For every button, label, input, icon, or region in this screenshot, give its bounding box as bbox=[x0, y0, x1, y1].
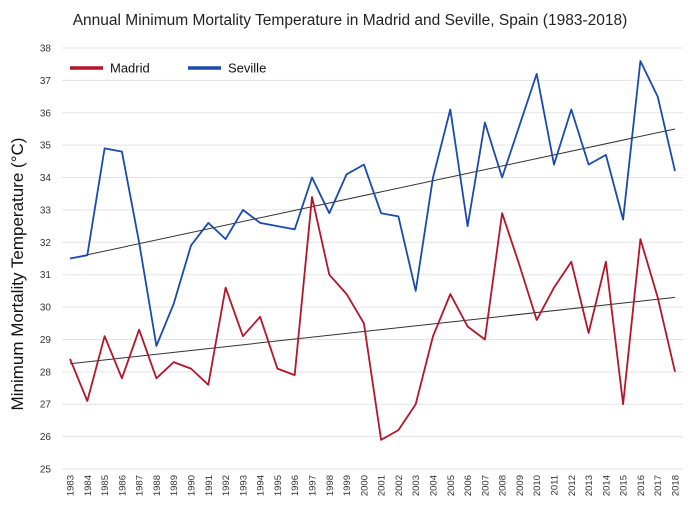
x-tick-label: 2000 bbox=[359, 475, 370, 496]
x-tick-label: 1985 bbox=[100, 475, 111, 496]
x-tick-label: 1987 bbox=[135, 475, 146, 496]
x-tick-label: 1999 bbox=[342, 475, 353, 496]
y-tick-label: 38 bbox=[40, 44, 52, 55]
y-tick-label: 33 bbox=[40, 205, 52, 216]
y-tick-label: 29 bbox=[40, 335, 52, 346]
x-tick-label: 1991 bbox=[204, 475, 215, 496]
trendlines bbox=[69, 128, 676, 365]
x-tick-labels: 1983 1984 1985 1986 1987 1988 1989 1990 1991 1992… bbox=[66, 475, 682, 496]
trendline-seville bbox=[69, 128, 676, 259]
x-tick-label: 1990 bbox=[187, 475, 198, 496]
y-tick-label: 35 bbox=[40, 141, 52, 152]
series-line-seville bbox=[69, 60, 676, 347]
y-tick-label: 27 bbox=[40, 400, 52, 411]
trendline-madrid bbox=[69, 296, 676, 365]
x-tick-label: 2007 bbox=[480, 475, 491, 496]
y-tick-label: 26 bbox=[40, 432, 52, 443]
x-tick-label: 1984 bbox=[83, 475, 94, 496]
x-tick-label: 2001 bbox=[377, 475, 388, 496]
y-tick-label: 34 bbox=[40, 173, 52, 184]
series-lines bbox=[69, 60, 676, 441]
x-tick-label: 1989 bbox=[169, 475, 180, 496]
legend-label-seville: Seville bbox=[228, 61, 266, 76]
x-tick-label: 1993 bbox=[238, 475, 249, 496]
series-line-madrid bbox=[69, 196, 676, 441]
x-tick-label: 2010 bbox=[532, 475, 543, 496]
y-axis-label: Minimum Mortality Temperature (°C) bbox=[8, 138, 27, 411]
legend: Madrid Seville bbox=[70, 61, 266, 76]
x-tick-label: 1994 bbox=[256, 475, 267, 496]
gridlines bbox=[62, 47, 683, 470]
x-tick-label: 2003 bbox=[411, 475, 422, 496]
x-tick-label: 2012 bbox=[567, 475, 578, 496]
x-tick-label: 2009 bbox=[515, 475, 526, 496]
x-tick-label: 2005 bbox=[446, 475, 457, 496]
legend-label-madrid: Madrid bbox=[110, 61, 150, 76]
x-tick-label: 2006 bbox=[463, 475, 474, 496]
y-tick-label: 28 bbox=[40, 367, 52, 378]
x-tick-label: 2018 bbox=[671, 475, 682, 496]
y-tick-label: 25 bbox=[40, 465, 52, 476]
y-tick-label: 30 bbox=[40, 303, 52, 314]
x-tick-label: 2015 bbox=[619, 475, 630, 496]
y-tick-label: 32 bbox=[40, 238, 52, 249]
x-tick-label: 1983 bbox=[66, 475, 77, 496]
y-tick-label: 36 bbox=[40, 108, 52, 119]
x-tick-label: 2016 bbox=[636, 475, 647, 496]
x-tick-label: 2004 bbox=[429, 475, 440, 496]
chart-title: Annual Minimum Mortality Temperature in … bbox=[73, 12, 628, 29]
x-tick-label: 1995 bbox=[273, 475, 284, 496]
y-tick-label: 37 bbox=[40, 76, 52, 87]
x-tick-label: 2008 bbox=[498, 475, 509, 496]
x-tick-label: 2013 bbox=[584, 475, 595, 496]
x-tick-label: 1998 bbox=[325, 475, 336, 496]
x-tick-label: 2011 bbox=[550, 475, 561, 495]
x-tick-label: 2014 bbox=[601, 475, 612, 496]
x-tick-label: 1996 bbox=[290, 475, 301, 496]
x-tick-label: 2002 bbox=[394, 475, 405, 496]
x-tick-label: 1997 bbox=[308, 475, 319, 496]
x-tick-label: 2017 bbox=[653, 475, 664, 496]
x-tick-label: 1992 bbox=[221, 475, 232, 496]
x-tick-label: 1986 bbox=[117, 475, 128, 496]
y-tick-label: 31 bbox=[40, 270, 52, 281]
x-tick-label: 1988 bbox=[152, 475, 163, 496]
y-tick-labels: 25 26 27 28 29 30 31 32 33 34 35 36 37 38 bbox=[40, 44, 52, 476]
